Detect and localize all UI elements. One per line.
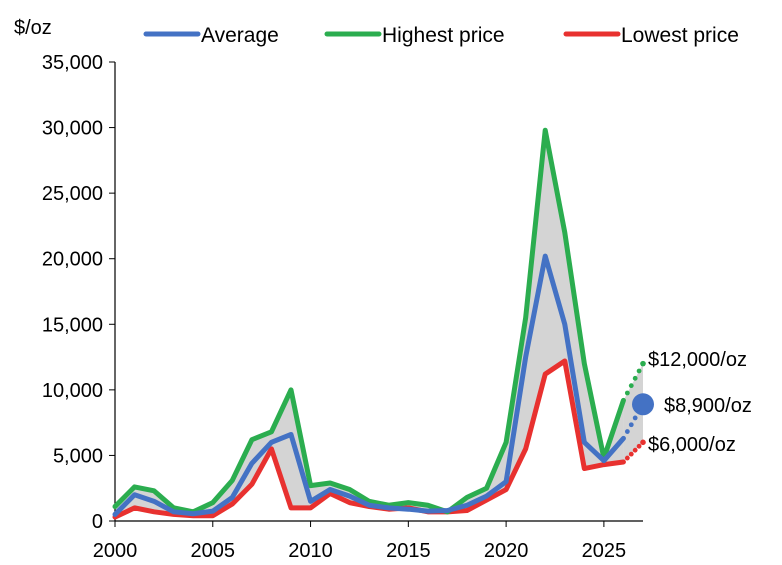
forecast-annotation: $12,000/oz — [648, 349, 747, 371]
forecast-dot-lowest — [624, 455, 630, 461]
x-tick-label: 2000 — [93, 540, 138, 562]
forecast-dot-highest — [636, 368, 642, 374]
x-tick-label: 2020 — [484, 540, 529, 562]
range-band — [115, 130, 624, 518]
forecast-annotation: $8,900/oz — [664, 395, 752, 417]
x-tick-label: 2015 — [386, 540, 431, 562]
forecast-annotation: $6,000/oz — [648, 434, 736, 456]
forecast-dot-highest — [624, 390, 630, 396]
y-tick-label: 10,000 — [42, 380, 103, 402]
y-tick-label: 15,000 — [42, 314, 103, 336]
series-line-average — [112, 253, 626, 517]
y-axis-unit-label: $/oz — [14, 17, 52, 39]
legend-entry-highest-price: Highest price — [324, 24, 505, 47]
forecast-dot-average — [632, 415, 638, 421]
y-tick-label: 25,000 — [42, 183, 103, 205]
y-tick-label: 20,000 — [42, 249, 103, 271]
forecast-dot-highest — [632, 375, 638, 381]
legend-label-lowest-price: Lowest price — [621, 24, 739, 47]
forecast-dot-lowest — [632, 447, 638, 453]
legend: Average Highest price Lowest price — [143, 24, 739, 47]
series-line-highest-price — [112, 127, 626, 515]
forecast-point-highest — [640, 360, 646, 367]
x-tick-label: 2010 — [288, 540, 333, 562]
series-line-lowest-price — [112, 358, 626, 520]
y-tick-label: 35,000 — [42, 52, 103, 74]
forecast-dot-average — [628, 422, 634, 428]
y-tick-label: 0 — [92, 511, 103, 533]
plot-area: 0 5,000 10,000 15,000 20,000 25,000 30,000 35,0… — [42, 52, 752, 562]
forecast-dot-lowest — [628, 451, 634, 457]
legend-label-highest-price: Highest price — [382, 24, 505, 47]
legend-entry-lowest-price: Lowest price — [563, 24, 739, 47]
x-tick-label: 2005 — [191, 540, 236, 562]
forecast-dot-lowest — [636, 443, 642, 449]
x-tick-label: 2025 — [582, 540, 627, 562]
forecast-dot-average — [624, 429, 630, 434]
legend-label-average: Average — [201, 24, 279, 47]
y-tick-label: 30,000 — [42, 118, 103, 140]
legend-entry-average: Average — [143, 24, 279, 47]
forecast-point-average — [632, 393, 654, 416]
forecast-point-lowest — [640, 439, 646, 446]
forecast-dot-highest — [628, 383, 634, 389]
forecast-range-band — [623, 363, 643, 462]
y-tick-label: 5,000 — [53, 445, 103, 467]
